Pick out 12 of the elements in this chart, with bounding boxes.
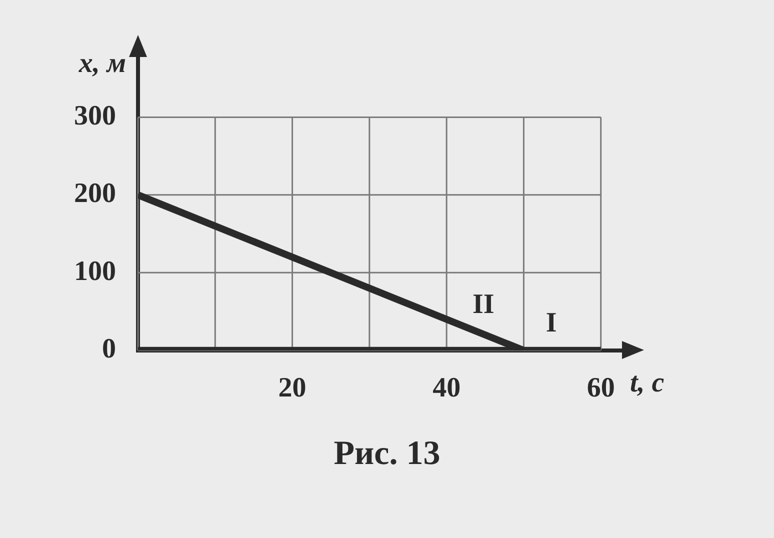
y-tick-label: 0: [102, 334, 116, 365]
text: Рис. 13: [332, 435, 442, 473]
series-label: II: [472, 288, 494, 320]
y-tick-label: 300: [74, 100, 116, 132]
x-tick-label: 40: [432, 372, 461, 404]
y-tick-label: 200: [74, 178, 116, 210]
x-tick-label: 60: [586, 372, 615, 404]
x-tick-label: 20: [278, 372, 306, 404]
series-label: I: [546, 308, 557, 339]
y-axis-title: x, м: [78, 48, 126, 80]
x-axis-title: t, с: [630, 368, 665, 399]
y-tick-label: 100: [74, 256, 116, 287]
